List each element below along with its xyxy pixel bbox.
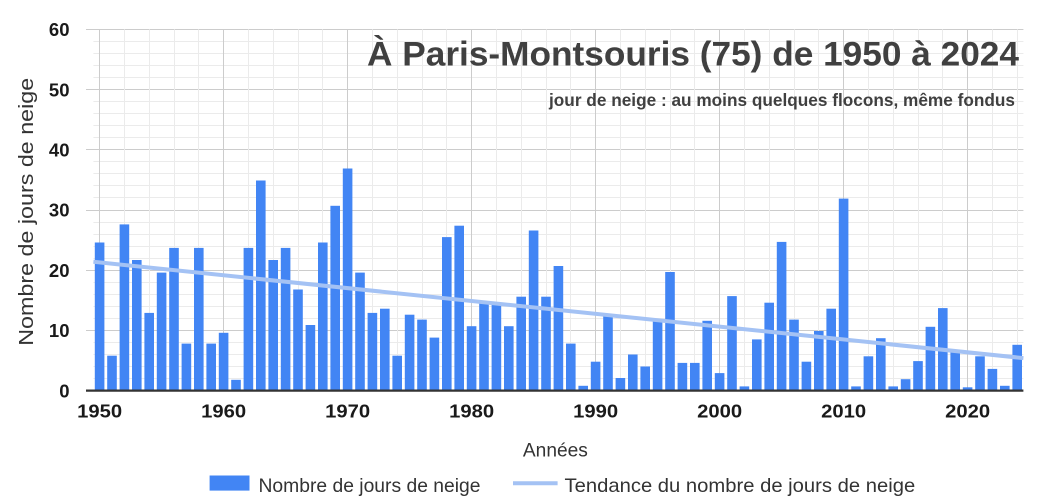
svg-text:1970: 1970 <box>325 401 370 422</box>
svg-text:À Paris-Montsouris (75) de 195: À Paris-Montsouris (75) de 1950 à 2024 <box>367 34 1019 74</box>
svg-text:50: 50 <box>49 79 70 100</box>
svg-text:30: 30 <box>49 200 70 221</box>
svg-text:1950: 1950 <box>77 401 122 422</box>
svg-text:2010: 2010 <box>821 401 866 422</box>
svg-text:2000: 2000 <box>697 401 742 422</box>
svg-text:1990: 1990 <box>573 401 618 422</box>
svg-text:40: 40 <box>49 140 70 161</box>
svg-text:Nombre de jours de neige: Nombre de jours de neige <box>259 475 481 497</box>
svg-text:20: 20 <box>49 260 70 281</box>
svg-text:1980: 1980 <box>449 401 494 422</box>
svg-text:2020: 2020 <box>945 401 990 422</box>
svg-text:10: 10 <box>49 320 70 341</box>
svg-text:jour de neige : au moins quelq: jour de neige : au moins quelques flocon… <box>548 90 1015 110</box>
svg-text:1960: 1960 <box>201 401 246 422</box>
svg-text:60: 60 <box>49 19 70 40</box>
svg-text:0: 0 <box>59 380 69 401</box>
svg-text:Années: Années <box>523 440 588 461</box>
svg-text:Tendance du nombre de jours de: Tendance du nombre de jours de neige <box>565 475 916 497</box>
svg-text:Nombre de jours de neige: Nombre de jours de neige <box>16 78 38 346</box>
